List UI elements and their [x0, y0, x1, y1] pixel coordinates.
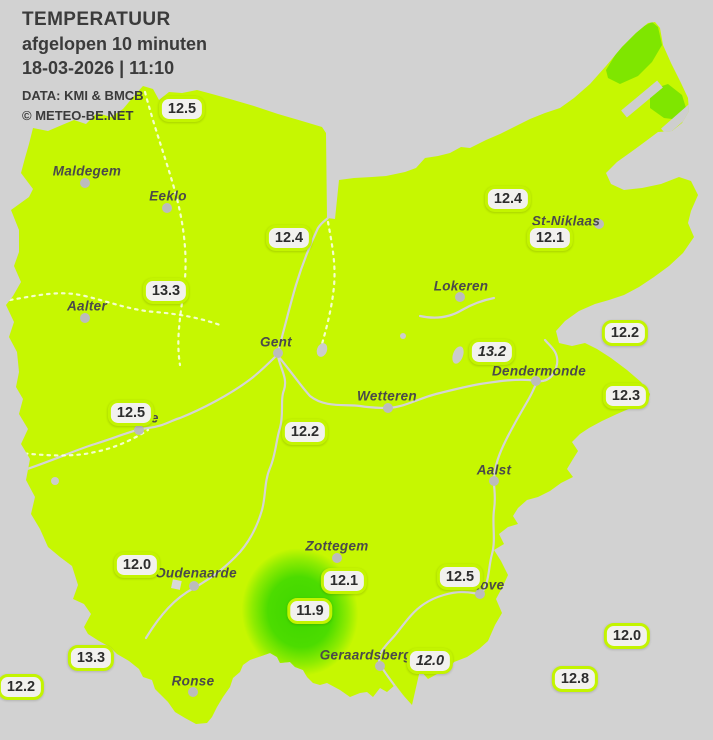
- temperature-badge: 12.4: [265, 224, 313, 252]
- temperature-badge: 12.0: [113, 551, 161, 579]
- city-dot-maldegem: [80, 178, 90, 188]
- temperature-badge: 13.2: [468, 338, 516, 366]
- city-label-zottegem: Zottegem: [305, 538, 369, 554]
- temperature-badge: 12.5: [158, 95, 206, 123]
- map-specks: [51, 333, 464, 590]
- city-dot-aalter: [80, 313, 90, 323]
- temperature-badge: 13.3: [67, 644, 115, 672]
- temperature-badge: 12.0: [603, 622, 651, 650]
- city-dot-gent: [273, 348, 283, 358]
- city-dot-ninove: [475, 589, 485, 599]
- city-label-maldegem: Maldegem: [52, 163, 122, 179]
- city-dot-aalst: [489, 476, 499, 486]
- temperature-badge: 12.1: [526, 224, 574, 252]
- city-label-oudenaarde: Oudenaarde: [155, 565, 237, 581]
- city-label-lokeren: Lokeren: [433, 278, 489, 294]
- city-label-aalst: Aalst: [476, 462, 512, 478]
- subtitle: afgelopen 10 minuten: [22, 33, 208, 54]
- city-label-gent: Gent: [260, 334, 292, 350]
- city-dot-geraardsbergen: [375, 661, 385, 671]
- city-dot-oudenaarde: [189, 581, 199, 591]
- city-dot-lokeren: [455, 292, 465, 302]
- city-label-st-niklaas: St-Niklaas: [531, 213, 601, 229]
- municipal-borders-dotted: [8, 90, 336, 457]
- northeast-green-zone: [606, 22, 662, 84]
- city-label-ronse: Ronse: [171, 673, 215, 689]
- temperature-badge: 12.5: [107, 399, 155, 427]
- city-label-geraardsbergen: Geraardsbergen: [319, 647, 429, 663]
- temperature-badge: 11.9: [287, 597, 333, 625]
- datetime-label: 18-03-2026 | 11:10: [22, 58, 175, 79]
- city-dot-zottegem: [332, 553, 342, 563]
- temperature-badge: 12.2: [601, 319, 649, 347]
- northeast-green-zone-2: [650, 84, 686, 120]
- data-source-label: DATA: KMI & BMCB: [22, 88, 144, 104]
- temperature-badge: 12.4: [484, 185, 532, 213]
- temperature-badge: 12.5: [436, 563, 484, 591]
- temperature-badge: 12.2: [281, 418, 329, 446]
- city-dot-dendermonde: [531, 376, 541, 386]
- city-label-aalter: Aalter: [66, 298, 108, 314]
- city-dot-st-niklaas: [594, 219, 604, 229]
- city-dot-eeklo: [162, 203, 172, 213]
- page-title: TEMPERATUUR: [22, 9, 171, 30]
- city-dot-wetteren: [383, 403, 393, 413]
- temperature-badge: 12.8: [551, 665, 599, 693]
- city-label-wetteren: Wetteren: [357, 388, 417, 404]
- temperature-badge: 12.2: [0, 673, 45, 701]
- temperature-badge: 12.0: [406, 647, 454, 675]
- map-header: TEMPERATUUR afgelopen 10 minuten 18-03-2…: [22, 8, 207, 125]
- city-label-eeklo: Eeklo: [149, 188, 187, 204]
- city-dot-ronse: [188, 687, 198, 697]
- temperature-badge: 13.3: [142, 277, 190, 305]
- copyright-label: © METEO-BE.NET: [22, 107, 134, 123]
- temperature-badge: 12.3: [602, 382, 650, 410]
- city-label-dendermonde: Dendermonde: [491, 363, 587, 379]
- city-dot-deinze: [134, 425, 144, 435]
- temperature-badge: 12.1: [320, 567, 368, 595]
